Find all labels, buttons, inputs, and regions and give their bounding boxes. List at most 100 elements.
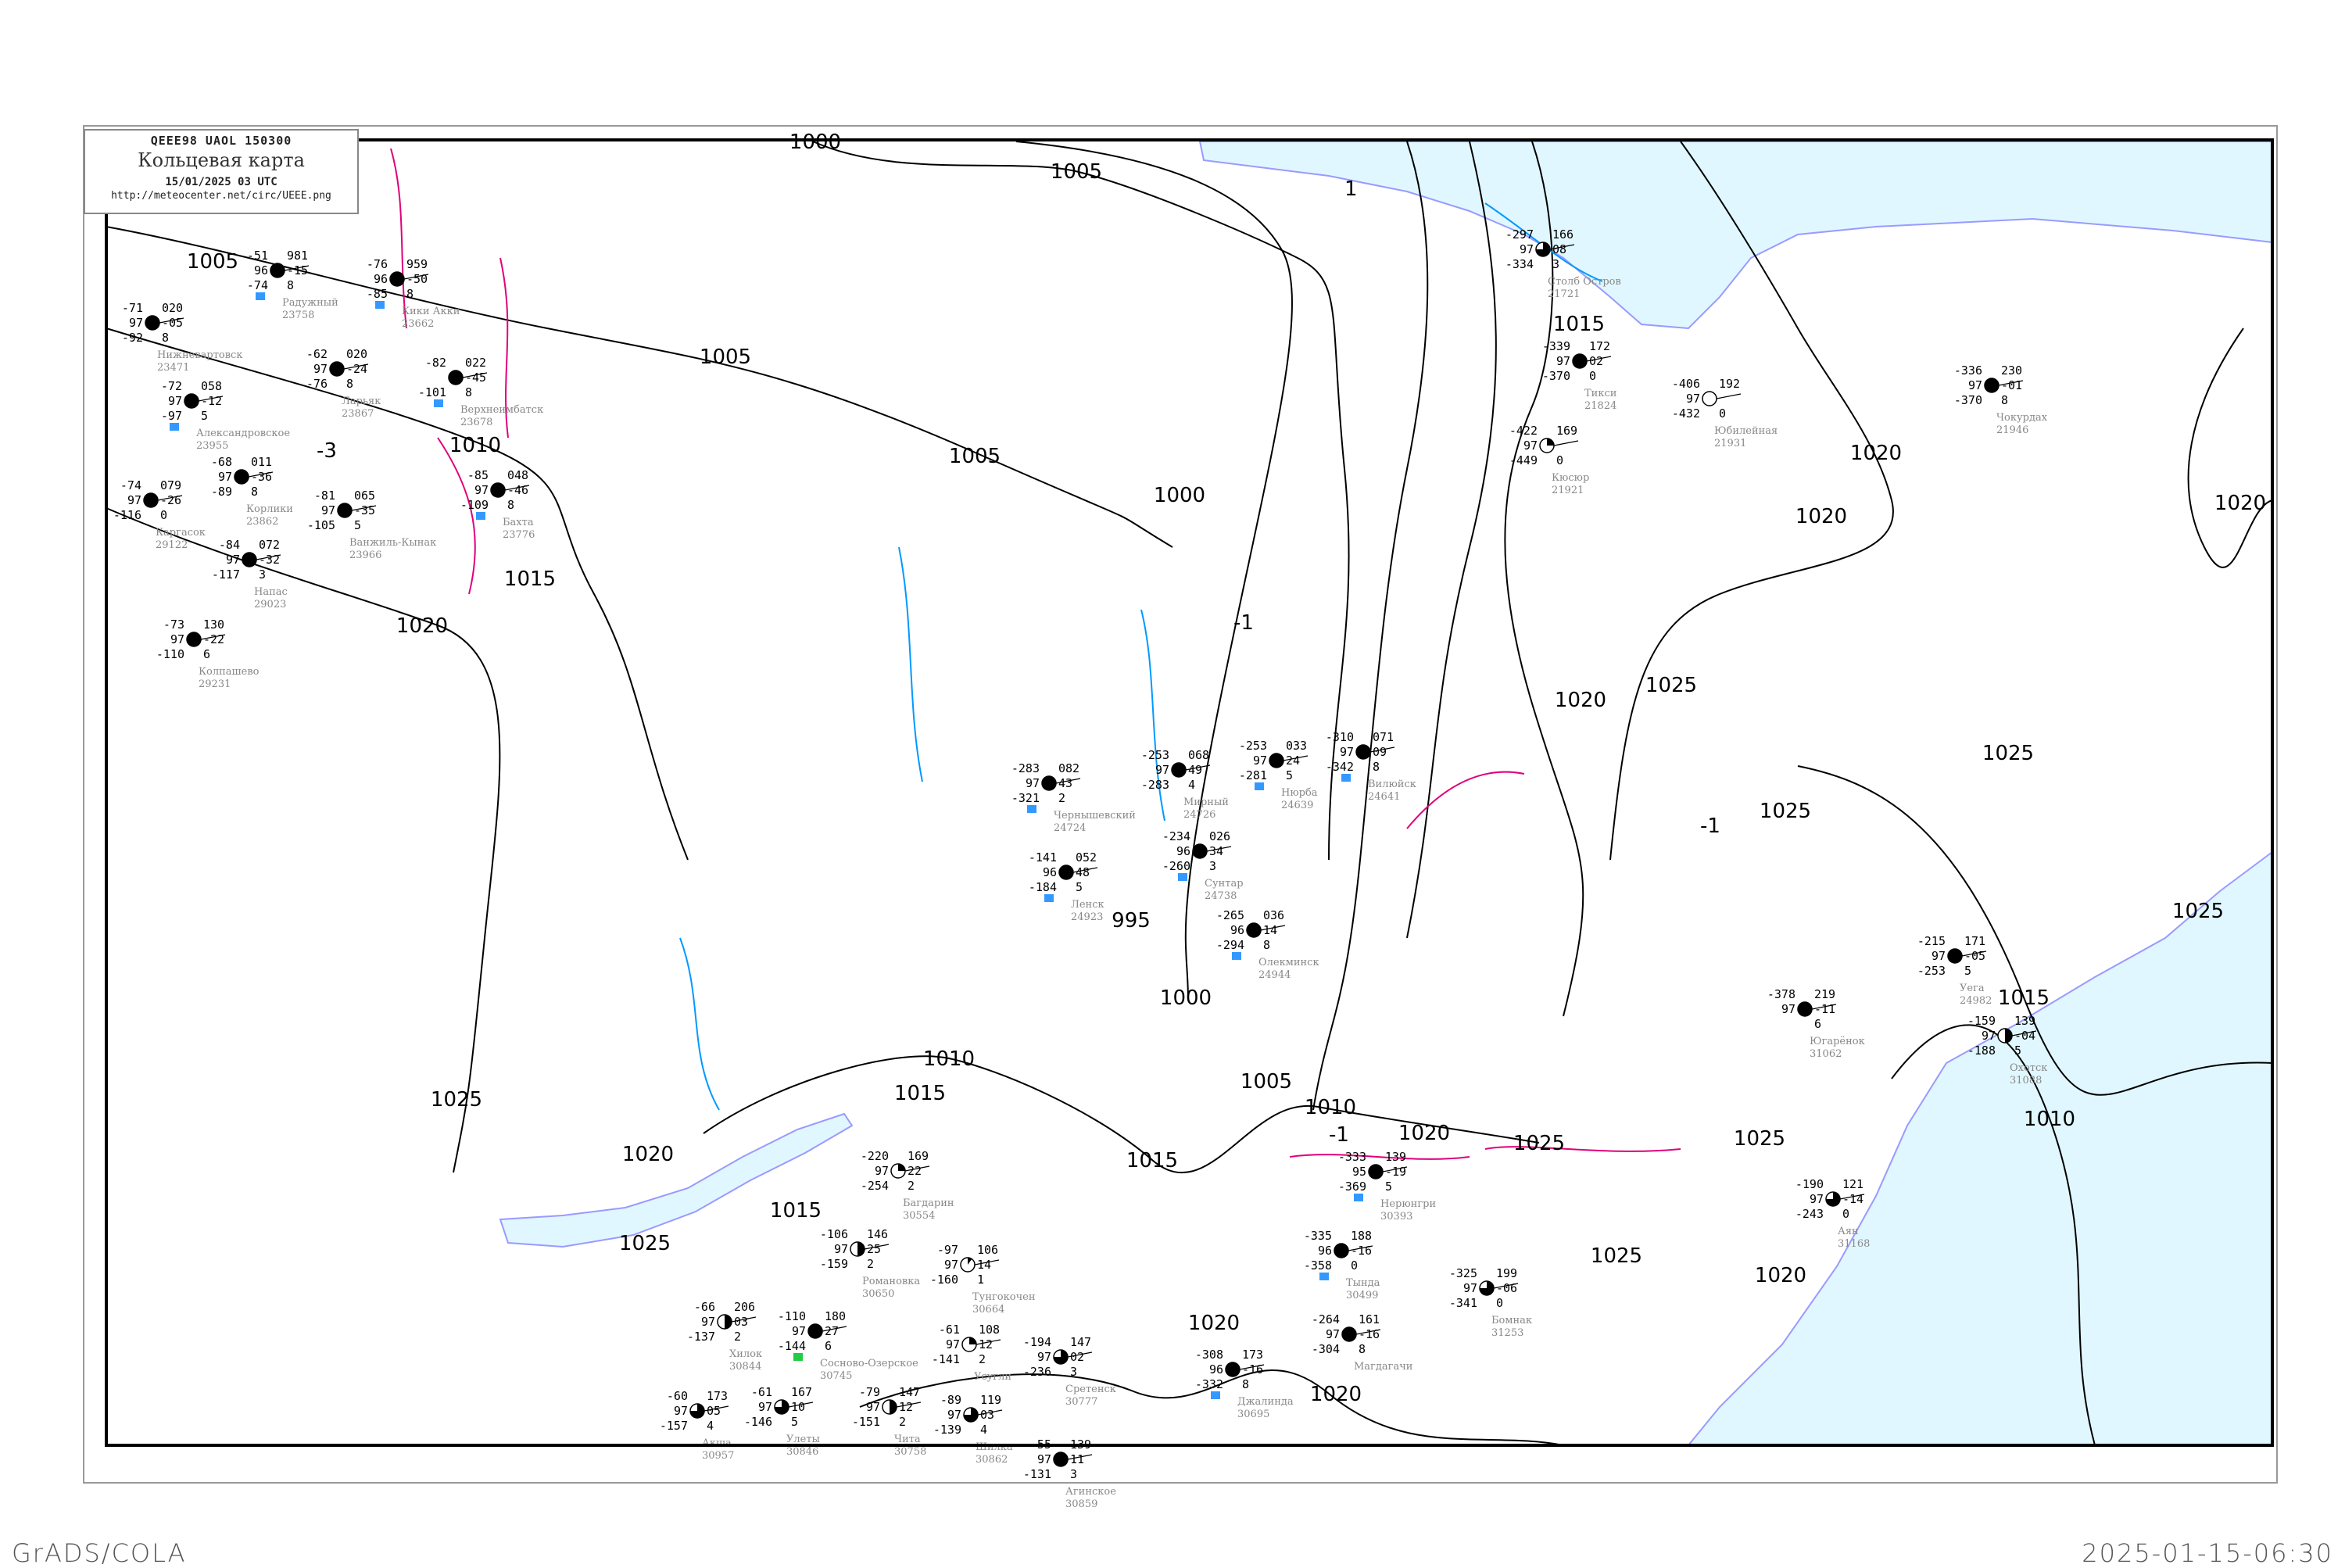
wind-barb-icon — [198, 396, 224, 402]
visibility: 97 — [170, 632, 184, 646]
partial-cover-fill — [775, 1400, 789, 1414]
pressure-tendency: 24 — [1286, 754, 1300, 768]
isobar-label: 1005 — [1051, 160, 1102, 184]
pressure-tendency: 03 — [734, 1315, 748, 1329]
station-name: Юбилейная — [1714, 425, 1778, 437]
station-index: 23955 — [196, 440, 228, 452]
past-weather: 2 — [899, 1415, 906, 1429]
partial-cover-fill — [690, 1404, 704, 1418]
dewpoint: -157 — [660, 1419, 688, 1433]
temperature: -106 — [820, 1227, 848, 1241]
dewpoint: -97 — [161, 409, 182, 423]
past-weather: 0 — [1351, 1258, 1358, 1273]
wind-barb-icon — [1369, 746, 1395, 753]
past-weather: 8 — [287, 278, 294, 292]
wind-barb-icon — [1206, 846, 1232, 852]
isobar-line — [1312, 141, 1429, 1111]
isotherm-line — [390, 148, 407, 329]
isobar-label: 1005 — [187, 250, 238, 274]
temperature: -333 — [1338, 1150, 1366, 1164]
station-name: Охотск — [2010, 1062, 2047, 1074]
overcast-fill — [1948, 949, 1962, 963]
past-weather: 4 — [980, 1423, 987, 1437]
past-weather: 0 — [160, 508, 167, 522]
pressure: 139 — [1385, 1150, 1406, 1164]
temperature: -72 — [161, 379, 182, 393]
isobar-lines — [106, 141, 2273, 1446]
dewpoint: -151 — [852, 1415, 880, 1429]
past-weather: 2 — [979, 1352, 986, 1366]
wind-barb-icon — [822, 1326, 847, 1332]
station-name: Кики Акки — [402, 306, 460, 317]
visibility: 97 — [946, 1337, 960, 1351]
past-weather: 4 — [707, 1419, 714, 1433]
dewpoint: -243 — [1795, 1207, 1824, 1221]
station-index: 23966 — [349, 550, 381, 561]
isotherm-label: -3 — [317, 439, 337, 463]
pressure-tendency: -22 — [203, 632, 224, 646]
visibility: 97 — [1810, 1192, 1824, 1206]
temperature: -85 — [467, 468, 489, 482]
visibility: 97 — [792, 1324, 806, 1338]
isobar-label: 1000 — [1160, 986, 1212, 1010]
station-plots: -28397-321082432Чернышевский24724-25397-… — [113, 227, 2048, 1510]
overcast-fill — [1369, 1165, 1383, 1179]
pressure-tendency: -14 — [1842, 1192, 1863, 1206]
dewpoint: -159 — [820, 1257, 848, 1271]
dewpoint: -85 — [367, 287, 388, 301]
station-name: Вилюйск — [1368, 779, 1416, 790]
past-weather: 5 — [201, 409, 208, 423]
temperature: -308 — [1195, 1348, 1223, 1362]
visibility: 97 — [947, 1408, 961, 1422]
temperature: -89 — [940, 1393, 961, 1407]
wind-barb-icon — [1811, 1004, 1837, 1010]
pressure: 011 — [251, 455, 272, 469]
visibility: 97 — [1556, 354, 1570, 368]
temperature: -378 — [1767, 987, 1795, 1001]
pressure-tendency: 02 — [1070, 1350, 1084, 1364]
station-index: 30844 — [729, 1361, 761, 1373]
wind-barb-icon — [1055, 778, 1081, 784]
isotherm-line — [1406, 771, 1525, 829]
station-index: 24738 — [1205, 890, 1237, 902]
wind-barb-icon — [1067, 1454, 1093, 1460]
temperature: -325 — [1449, 1266, 1477, 1280]
pressure: 171 — [1964, 934, 1985, 948]
wind-barb-icon — [1839, 1194, 1865, 1200]
overcast-fill — [144, 493, 158, 507]
past-weather: 5 — [1286, 768, 1293, 782]
isobar-line — [1609, 141, 1894, 861]
pressure-tendency: -16 — [1242, 1362, 1263, 1376]
temperature: -253 — [1239, 739, 1267, 753]
overcast-fill — [1042, 776, 1056, 790]
pressure-tendency: -35 — [354, 503, 375, 517]
pressure-tendency: -05 — [1964, 949, 1985, 963]
station-name: Корлики — [246, 503, 293, 515]
dewpoint: -370 — [1542, 369, 1570, 383]
dewpoint: -260 — [1162, 859, 1190, 873]
station-index: 30695 — [1237, 1409, 1269, 1420]
isobar-label: 1020 — [1755, 1264, 1806, 1287]
past-weather: 4 — [1188, 778, 1195, 792]
station-name: Багдарин — [903, 1197, 954, 1209]
visibility: 97 — [1781, 1002, 1795, 1016]
past-weather: 1 — [977, 1273, 984, 1287]
bulletin-code: QEEE98 UAOL 150300 — [150, 134, 292, 148]
wind-barb-icon — [974, 1259, 1000, 1265]
dewpoint: -236 — [1023, 1365, 1051, 1379]
partial-cover-fill — [725, 1315, 732, 1329]
station-name: Каргасок — [156, 527, 206, 539]
station-name: Агинское — [1065, 1486, 1116, 1498]
isobar-label: 1025 — [1591, 1244, 1642, 1268]
station-index: 31168 — [1838, 1238, 1870, 1250]
